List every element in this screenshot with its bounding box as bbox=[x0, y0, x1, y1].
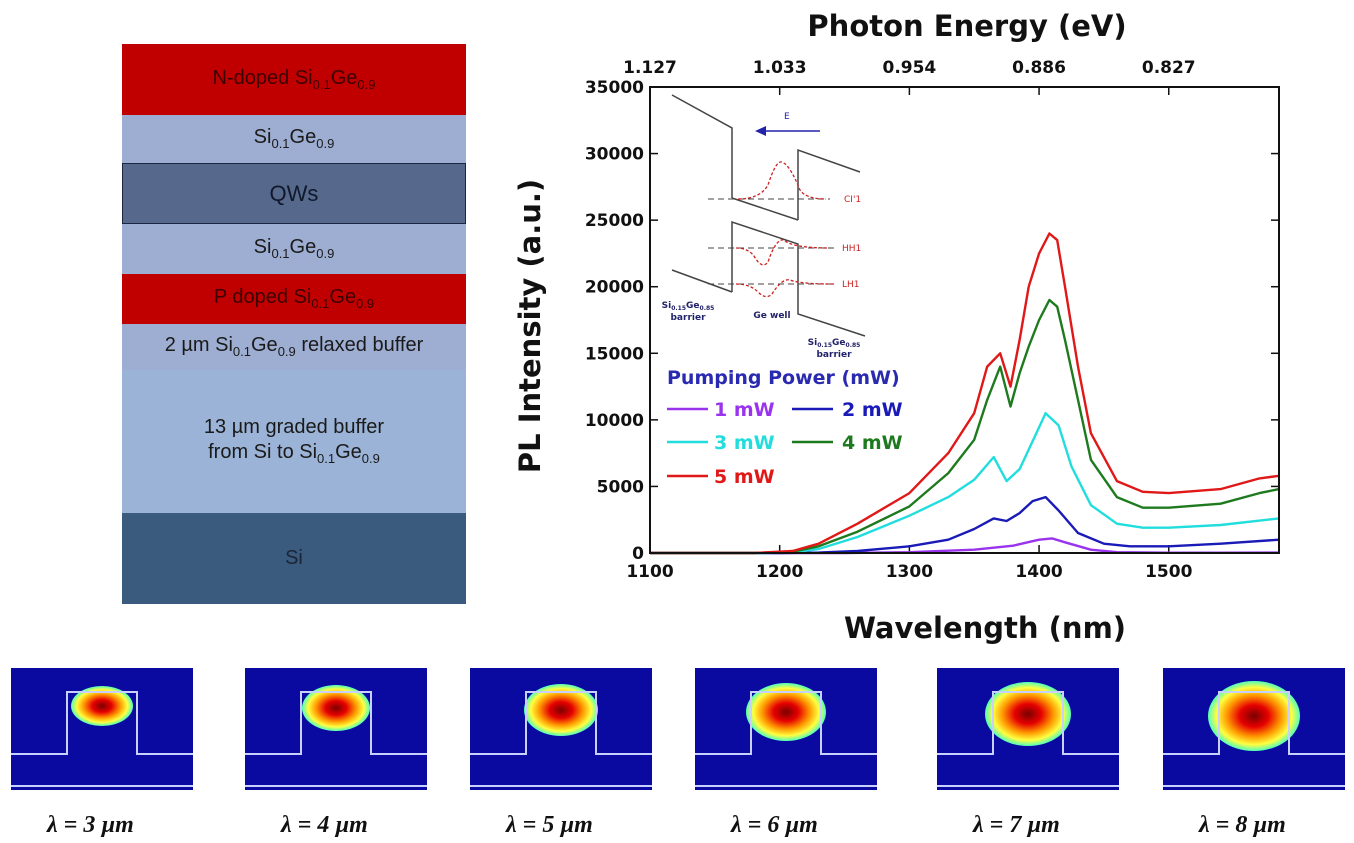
series-line-3-mw bbox=[650, 412, 1280, 555]
conduction-band-left bbox=[671, 94, 733, 198]
mode-profile-panel bbox=[937, 668, 1119, 790]
conduction-band-right bbox=[797, 148, 861, 220]
mode-wavelength-label: λ = 7 µm bbox=[973, 812, 1060, 838]
layer-sige-upper: Si0.1Ge0.9 bbox=[122, 115, 466, 163]
layer-stack: N-doped Si0.1Ge0.9 Si0.1Ge0.9 QWs Si0.1G… bbox=[122, 44, 466, 604]
hh-wavefunction bbox=[735, 239, 831, 266]
hh-level-label: HH1 bbox=[842, 244, 861, 254]
legend-label-4mw: 4 mW bbox=[842, 432, 903, 454]
x-axis-ticks: 1100 1200 1300 1400 1500 bbox=[626, 545, 1193, 582]
top-tick-label: 0.886 bbox=[1012, 58, 1066, 78]
layer-label: N-doped Si0.1Ge0.9 bbox=[212, 66, 376, 92]
lh-wavefunction bbox=[735, 279, 835, 298]
series-line-5-mw bbox=[650, 232, 1280, 555]
plot-frame bbox=[649, 86, 1280, 554]
right-barrier-label: Si0.15Ge0.85 barrier bbox=[808, 338, 861, 360]
x-tick-label: 1100 bbox=[626, 562, 673, 582]
band-diagram-inset: E CI'1 HH1 LH1 Si0.15Ge0.85 barrier Ge we… bbox=[662, 94, 866, 360]
y-tick-label: 25000 bbox=[585, 211, 644, 231]
rib-outline bbox=[470, 691, 652, 755]
conduction-band-well bbox=[731, 197, 799, 221]
cb-level-label: CI'1 bbox=[844, 195, 861, 205]
x-axis-title: Wavelength (nm) bbox=[844, 611, 1126, 645]
layer-n-doped-sige: N-doped Si0.1Ge0.9 bbox=[122, 44, 466, 115]
waveguide-outline bbox=[470, 691, 652, 787]
y-tick-label: 15000 bbox=[585, 344, 644, 364]
x-tick-label: 1300 bbox=[886, 562, 933, 582]
waveguide-outline bbox=[11, 691, 193, 787]
field-label: E bbox=[784, 112, 790, 122]
y-tick-label: 35000 bbox=[585, 78, 644, 98]
left-barrier-label: Si0.15Ge0.85 barrier bbox=[662, 301, 715, 323]
x-tick-label: 1400 bbox=[1015, 562, 1062, 582]
mode-wavelength-label: λ = 4 µm bbox=[281, 812, 368, 838]
layer-label: P doped Si0.1Ge0.9 bbox=[213, 286, 375, 312]
waveguide-outline bbox=[1163, 691, 1345, 787]
legend-label-1mw: 1 mW bbox=[714, 399, 775, 421]
layer-label: QWs bbox=[269, 180, 319, 206]
rib-outline bbox=[245, 691, 427, 755]
well-label: Ge well bbox=[753, 311, 790, 321]
mode-profile-panel bbox=[11, 668, 193, 790]
top-tick-label: 0.827 bbox=[1142, 58, 1196, 78]
y-tick-label: 5000 bbox=[597, 477, 644, 497]
legend-label-2mw: 2 mW bbox=[842, 399, 903, 421]
top-tick-label: 0.954 bbox=[882, 58, 936, 78]
layer-relaxed-buffer: 2 µm Si0.1Ge0.9 relaxed buffer bbox=[122, 324, 466, 370]
waveguide-outline bbox=[245, 691, 427, 787]
mode-wavelength-label: λ = 8 µm bbox=[1199, 812, 1286, 838]
legend-title: Pumping Power (mW) bbox=[667, 367, 900, 389]
valence-band-well bbox=[731, 220, 866, 337]
x-tick-label: 1200 bbox=[756, 562, 803, 582]
layer-sige-lower: Si0.1Ge0.9 bbox=[122, 224, 466, 274]
series-group bbox=[650, 232, 1280, 555]
rib-outline bbox=[1163, 691, 1345, 755]
pl-spectrum-chart: Photon Energy (eV) 1.127 1.033 0.954 0.886 0… bbox=[513, 9, 1280, 645]
mode-profile-panel bbox=[1163, 668, 1345, 790]
mode-profile-panel bbox=[245, 668, 427, 790]
top-tick-label: 1.127 bbox=[623, 58, 677, 78]
layer-label: Si0.1Ge0.9 bbox=[253, 236, 335, 262]
lh-level-label: LH1 bbox=[842, 280, 860, 290]
y-axis-ticks: 0 5000 10000 15000 20000 25000 30000 35000 bbox=[585, 78, 1279, 564]
layer-graded-buffer: 13 µm graded buffer from Si to Si0.1Ge0.9 bbox=[122, 370, 466, 513]
legend: Pumping Power (mW) 1 mW 2 mW 3 mW 4 mW 5… bbox=[667, 367, 903, 488]
top-axis-ticks: 1.127 1.033 0.954 0.886 0.827 bbox=[623, 58, 1196, 95]
rib-outline bbox=[937, 691, 1119, 755]
legend-label-5mw: 5 mW bbox=[714, 466, 775, 488]
layer-qws: QWs bbox=[122, 163, 466, 224]
y-tick-label: 0 bbox=[632, 544, 644, 564]
top-axis-title: Photon Energy (eV) bbox=[807, 9, 1126, 43]
x-tick-label: 1500 bbox=[1145, 562, 1192, 582]
y-tick-label: 20000 bbox=[585, 278, 644, 298]
series-line-4-mw bbox=[650, 298, 1280, 555]
rib-outline bbox=[11, 691, 193, 755]
waveguide-outline bbox=[695, 691, 877, 787]
layer-label: Si0.1Ge0.9 bbox=[253, 126, 335, 152]
y-tick-label: 30000 bbox=[585, 145, 644, 165]
mode-profile-panel bbox=[695, 668, 877, 790]
y-tick-label: 10000 bbox=[585, 411, 644, 431]
series-line-2-mw bbox=[650, 495, 1280, 555]
mode-wavelength-label: λ = 3 µm bbox=[47, 812, 134, 838]
layer-label: 2 µm Si0.1Ge0.9 relaxed buffer bbox=[164, 334, 424, 360]
field-arrowhead-icon bbox=[755, 126, 766, 136]
waveguide-outline bbox=[937, 691, 1119, 787]
layer-si-substrate: Si bbox=[122, 513, 466, 604]
mode-wavelength-label: λ = 5 µm bbox=[506, 812, 593, 838]
mode-wavelength-label: λ = 6 µm bbox=[731, 812, 818, 838]
legend-label-3mw: 3 mW bbox=[714, 432, 775, 454]
top-tick-label: 1.033 bbox=[753, 58, 807, 78]
layer-p-doped-sige: P doped Si0.1Ge0.9 bbox=[122, 274, 466, 324]
y-axis-title: PL Intensity (a.u.) bbox=[513, 179, 547, 473]
rib-outline bbox=[695, 691, 877, 755]
layer-label: 13 µm graded buffer from Si to Si0.1Ge0.9 bbox=[203, 416, 385, 467]
layer-label: Si bbox=[285, 547, 303, 569]
mode-profile-panel bbox=[470, 668, 652, 790]
cb-wavefunction bbox=[737, 161, 827, 200]
valence-band-left bbox=[671, 269, 733, 293]
